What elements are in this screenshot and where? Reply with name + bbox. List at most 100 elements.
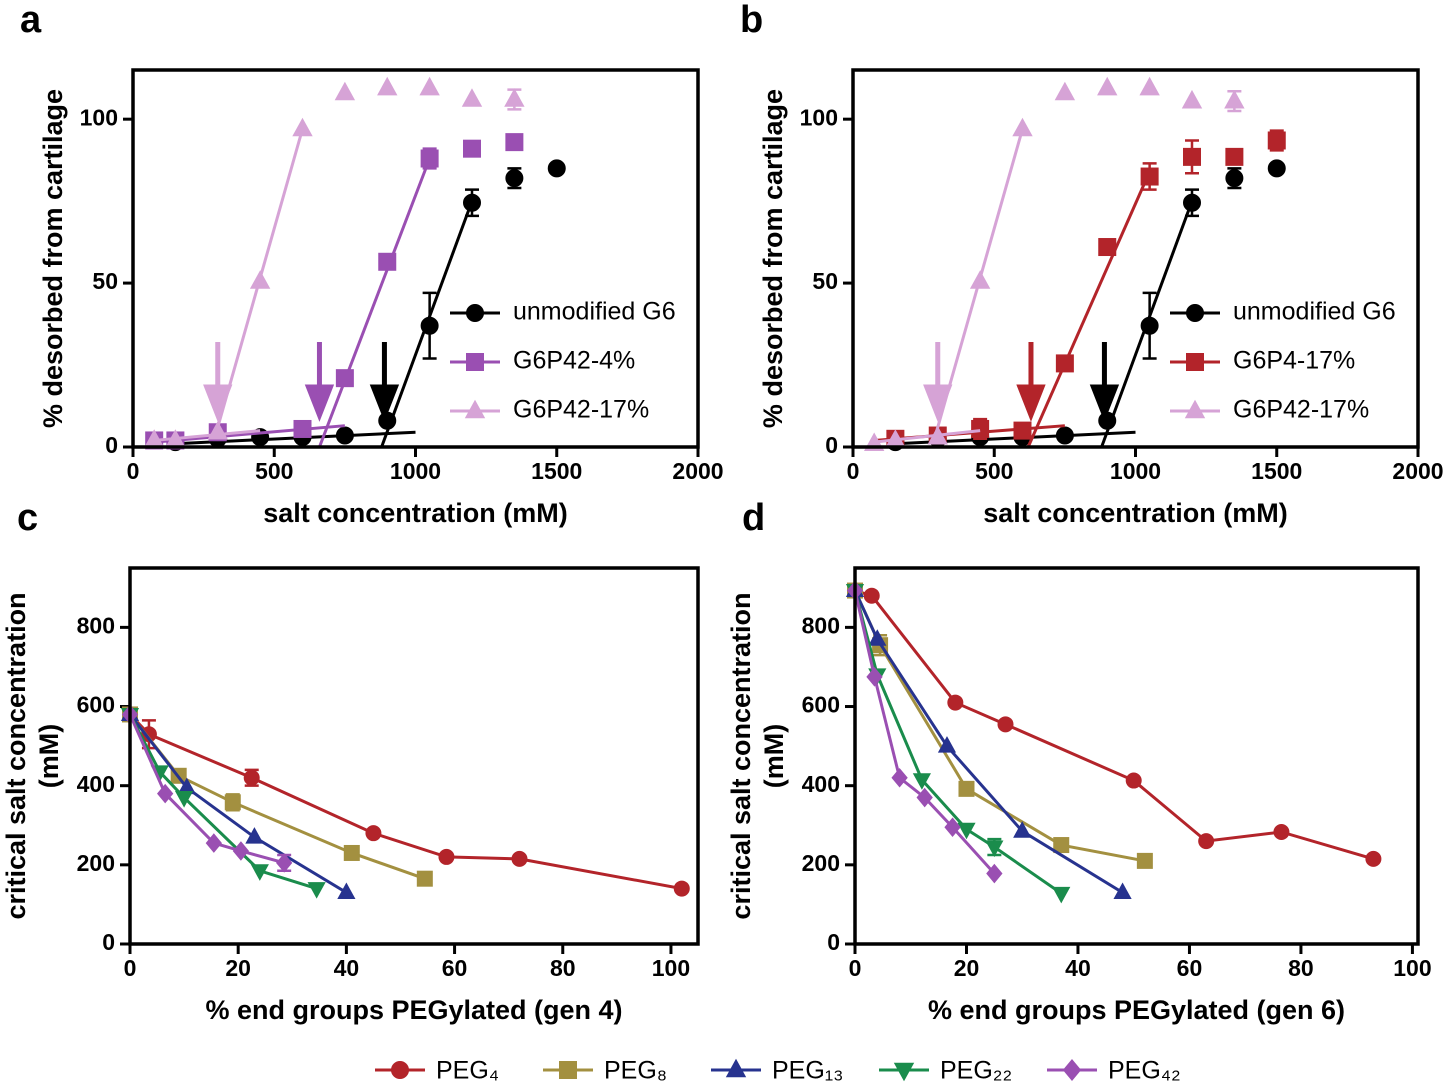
marker xyxy=(466,304,484,322)
x-tick-label: 40 xyxy=(1065,955,1091,981)
x-tick-label: 20 xyxy=(225,955,251,981)
marker xyxy=(292,117,313,137)
y-tick-label: 200 xyxy=(802,850,840,876)
marker xyxy=(1186,353,1204,371)
marker xyxy=(868,629,887,646)
marker xyxy=(391,1061,409,1079)
y-tick-label: 50 xyxy=(812,268,838,294)
panel-label: a xyxy=(20,0,42,41)
legend-label: unmodified G6 xyxy=(513,298,676,326)
marker xyxy=(1365,850,1382,867)
marker xyxy=(337,882,356,900)
y-axis-label: % desorbed from cartilage xyxy=(38,89,68,428)
y-tick-label: 600 xyxy=(802,692,840,718)
marker xyxy=(157,783,174,804)
marker xyxy=(1183,193,1201,212)
marker xyxy=(1136,852,1153,869)
arrow xyxy=(1089,342,1120,422)
marker xyxy=(243,769,260,786)
marker xyxy=(1140,167,1159,186)
fit-line xyxy=(318,157,432,448)
x-tick-label: 60 xyxy=(442,955,468,981)
y-tick-label: 0 xyxy=(827,929,840,955)
series-line xyxy=(853,590,1063,895)
marker xyxy=(937,736,957,753)
marker xyxy=(420,316,439,335)
marker xyxy=(916,787,933,808)
legend-label: G6P42-17% xyxy=(513,396,649,424)
y-axis-label: (mM) xyxy=(759,724,789,788)
x-tick-label: 0 xyxy=(127,458,140,484)
legend-label: unmodified G6 xyxy=(1233,298,1396,326)
marker xyxy=(559,1061,577,1079)
marker xyxy=(1225,169,1244,188)
x-tick-label: 1000 xyxy=(1110,458,1161,484)
x-tick-label: 0 xyxy=(124,955,137,981)
marker xyxy=(335,426,354,445)
x-tick-label: 2000 xyxy=(672,458,723,484)
marker xyxy=(1267,159,1286,178)
marker xyxy=(893,1062,915,1082)
y-tick-label: 0 xyxy=(102,929,115,955)
series-line xyxy=(853,590,996,875)
marker xyxy=(461,88,483,107)
x-tick-label: 0 xyxy=(847,458,860,484)
legend-label: G6P42-17% xyxy=(1233,396,1369,424)
marker xyxy=(985,840,1004,858)
legend-label: PEG₁₃ xyxy=(772,1057,843,1085)
marker xyxy=(891,767,908,788)
x-tick-label: 1500 xyxy=(531,458,582,484)
marker xyxy=(205,833,222,853)
marker xyxy=(416,870,433,887)
x-tick-label: 20 xyxy=(954,955,980,981)
x-tick-label: 100 xyxy=(1393,955,1431,981)
series-line xyxy=(853,589,1124,894)
y-axis-label: (mM) xyxy=(34,724,64,788)
legend-label: PEG₂₂ xyxy=(940,1057,1012,1085)
marker xyxy=(1139,76,1160,96)
marker xyxy=(1224,89,1245,109)
x-tick-label: 2000 xyxy=(1392,458,1443,484)
x-tick-label: 80 xyxy=(550,955,576,981)
marker xyxy=(863,587,880,604)
x-tick-label: 1000 xyxy=(390,458,441,484)
marker xyxy=(1113,882,1132,900)
x-axis-label: % end groups PEGylated (gen 4) xyxy=(205,995,622,1025)
marker xyxy=(1140,316,1159,335)
marker xyxy=(1052,886,1071,904)
legend-label: G6P4-17% xyxy=(1233,347,1355,375)
marker xyxy=(1183,147,1201,166)
marker xyxy=(1181,89,1203,109)
x-axis-label: % end groups PEGylated (gen 6) xyxy=(928,995,1345,1025)
plot-frame xyxy=(131,68,700,449)
marker xyxy=(335,369,354,388)
x-tick-label: 60 xyxy=(1177,955,1203,981)
marker xyxy=(866,667,883,687)
marker xyxy=(463,139,481,158)
panel-label: c xyxy=(17,497,38,539)
marker xyxy=(365,825,382,842)
marker xyxy=(1186,304,1204,322)
marker xyxy=(245,827,264,844)
marker xyxy=(927,425,948,445)
marker xyxy=(207,421,228,440)
marker xyxy=(1098,238,1117,257)
marker xyxy=(1198,833,1215,850)
marker xyxy=(174,791,194,808)
marker xyxy=(1273,823,1290,840)
marker xyxy=(249,270,271,289)
panel-label: b xyxy=(740,0,763,41)
fit-line xyxy=(154,424,346,444)
marker xyxy=(547,159,566,178)
marker xyxy=(343,844,360,861)
marker xyxy=(912,773,931,790)
legend-label: G6P42-4% xyxy=(513,347,635,375)
series-line xyxy=(854,589,1374,861)
arrow xyxy=(1016,342,1046,422)
marker xyxy=(1054,81,1076,101)
y-tick-label: 100 xyxy=(80,104,118,130)
marker xyxy=(1013,421,1032,440)
marker xyxy=(1098,411,1117,430)
marker xyxy=(276,853,293,873)
